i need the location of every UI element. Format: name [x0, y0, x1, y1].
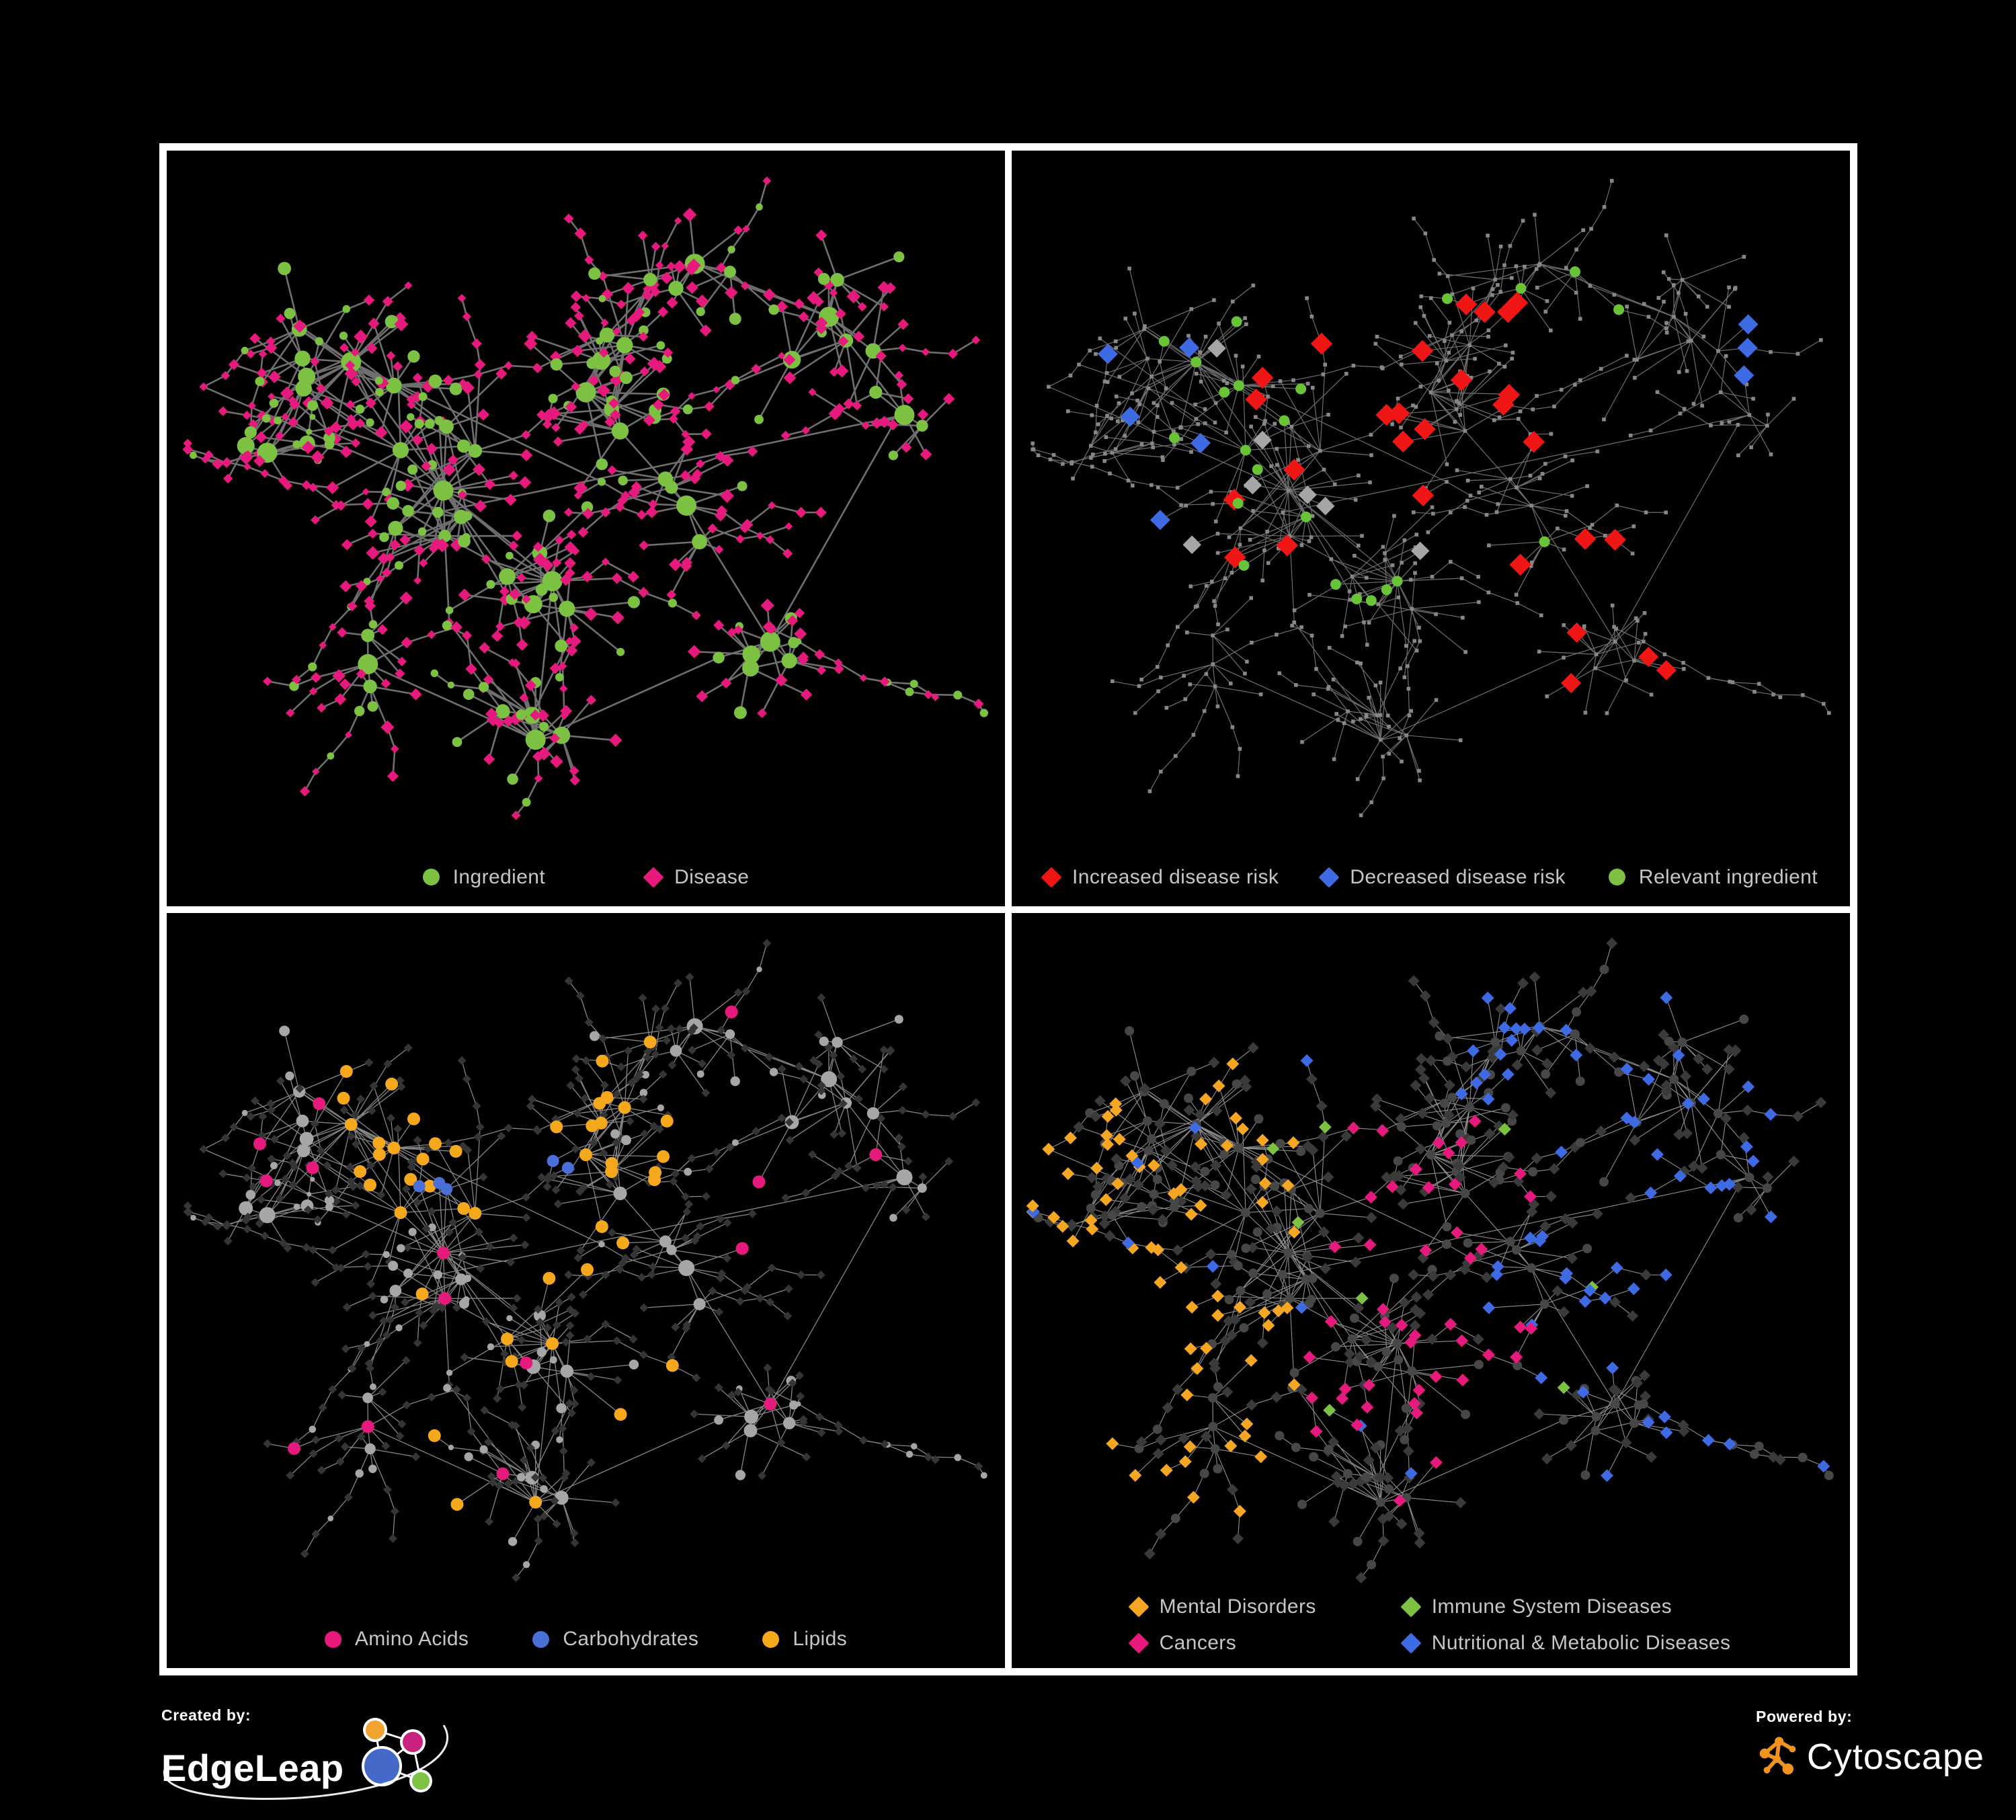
legend-diamond-marker-icon: [1128, 1632, 1150, 1654]
legend-disease-risk: Increased disease risk Decreased disease …: [1012, 866, 1850, 889]
legend-item: Immune System Diseases: [1400, 1595, 1672, 1618]
panel-disease-classes: Mental Disorders Immune System Diseases Ca…: [1012, 912, 1850, 1668]
legend-diamond-marker-icon: [1128, 1596, 1150, 1618]
panel-grid: Ingredient Disease Increased disease risk…: [159, 143, 1857, 1675]
legend-item-label: Increased disease risk: [1072, 865, 1279, 888]
legend-item-label: Nutritional & Metabolic Diseases: [1431, 1632, 1731, 1654]
panel-nutrient-classes: Amino Acids Carbohydrates Lipids: [167, 912, 1005, 1668]
legend-item-label: Relevant ingredient: [1638, 865, 1818, 888]
edgeleap-node-green: [409, 1770, 432, 1792]
edgeleap-wordmark: EdgeLeap: [161, 1747, 344, 1789]
legend-circle-marker-icon: [1608, 869, 1625, 885]
legend-diamond-marker-icon: [643, 866, 664, 888]
created-by-block: Created by: EdgeLeap: [161, 1706, 477, 1807]
legend-item-label: Decreased disease risk: [1350, 865, 1566, 888]
legend-item: Disease: [643, 865, 750, 889]
cytoscape-wordmark: Cytoscape: [1806, 1737, 1984, 1777]
legend-item-label: Disease: [674, 865, 750, 888]
edgeleap-node-blue: [361, 1746, 402, 1786]
legend-diamond-marker-icon: [1400, 1596, 1422, 1618]
legend-diamond-marker-icon: [1041, 866, 1062, 888]
legend-diamond-marker-icon: [1400, 1632, 1422, 1654]
legend-circle-marker-icon: [422, 869, 440, 885]
legend-item: Cancers: [1128, 1632, 1237, 1655]
legend-disease-classes: Mental Disorders Immune System Diseases Ca…: [1012, 1595, 1850, 1655]
panel-disease-risk: Increased disease risk Decreased disease …: [1012, 151, 1850, 906]
legend-item: Increased disease risk: [1041, 865, 1279, 889]
edgeleap-node-magenta: [399, 1729, 426, 1755]
legend-item: Nutritional & Metabolic Diseases: [1400, 1632, 1731, 1655]
legend-circle-marker-icon: [324, 1630, 341, 1648]
legend-item: Amino Acids: [324, 1628, 469, 1651]
legend-item: Carbohydrates: [532, 1628, 698, 1651]
legend-circle-marker-icon: [762, 1630, 780, 1648]
legend-item-label: Carbohydrates: [563, 1628, 699, 1650]
legend-item: Lipids: [762, 1628, 847, 1651]
powered-by-block: Powered by:: [1756, 1708, 1984, 1802]
legend-item-label: Lipids: [793, 1628, 848, 1650]
legend-diamond-marker-icon: [1318, 866, 1340, 888]
legend-item-label: Ingredient: [452, 865, 546, 888]
legend-item: Decreased disease risk: [1318, 865, 1566, 889]
panel-ingredient-disease: Ingredient Disease: [167, 151, 1005, 906]
network-graph-ingredient-disease: [182, 176, 989, 820]
powered-by-label: Powered by:: [1756, 1708, 1853, 1725]
legend-item-label: Mental Disorders: [1159, 1595, 1316, 1618]
legend-nutrient-classes: Amino Acids Carbohydrates Lipids: [167, 1628, 1005, 1651]
created-by-label: Created by:: [161, 1706, 251, 1724]
legend-item-label: Amino Acids: [354, 1628, 469, 1650]
edgeleap-node-orange: [362, 1718, 387, 1742]
edgeleap-logo-icon: [361, 1718, 432, 1792]
legend-item-label: Cancers: [1159, 1632, 1237, 1654]
network-graph-nutrient-classes: [183, 938, 987, 1582]
legend-item: Ingredient: [422, 865, 546, 889]
legend-item: Mental Disorders: [1128, 1595, 1316, 1618]
cytoscape-logo-icon: [1759, 1737, 1796, 1775]
legend-ingredient-disease: Ingredient Disease: [167, 866, 1005, 889]
legend-circle-marker-icon: [532, 1630, 550, 1648]
legend-item: Relevant ingredient: [1608, 865, 1818, 889]
legend-item-label: Immune System Diseases: [1431, 1595, 1672, 1618]
network-graph-disease-risk: [1031, 179, 1831, 818]
network-graph-disease-classes: [1026, 937, 1834, 1583]
